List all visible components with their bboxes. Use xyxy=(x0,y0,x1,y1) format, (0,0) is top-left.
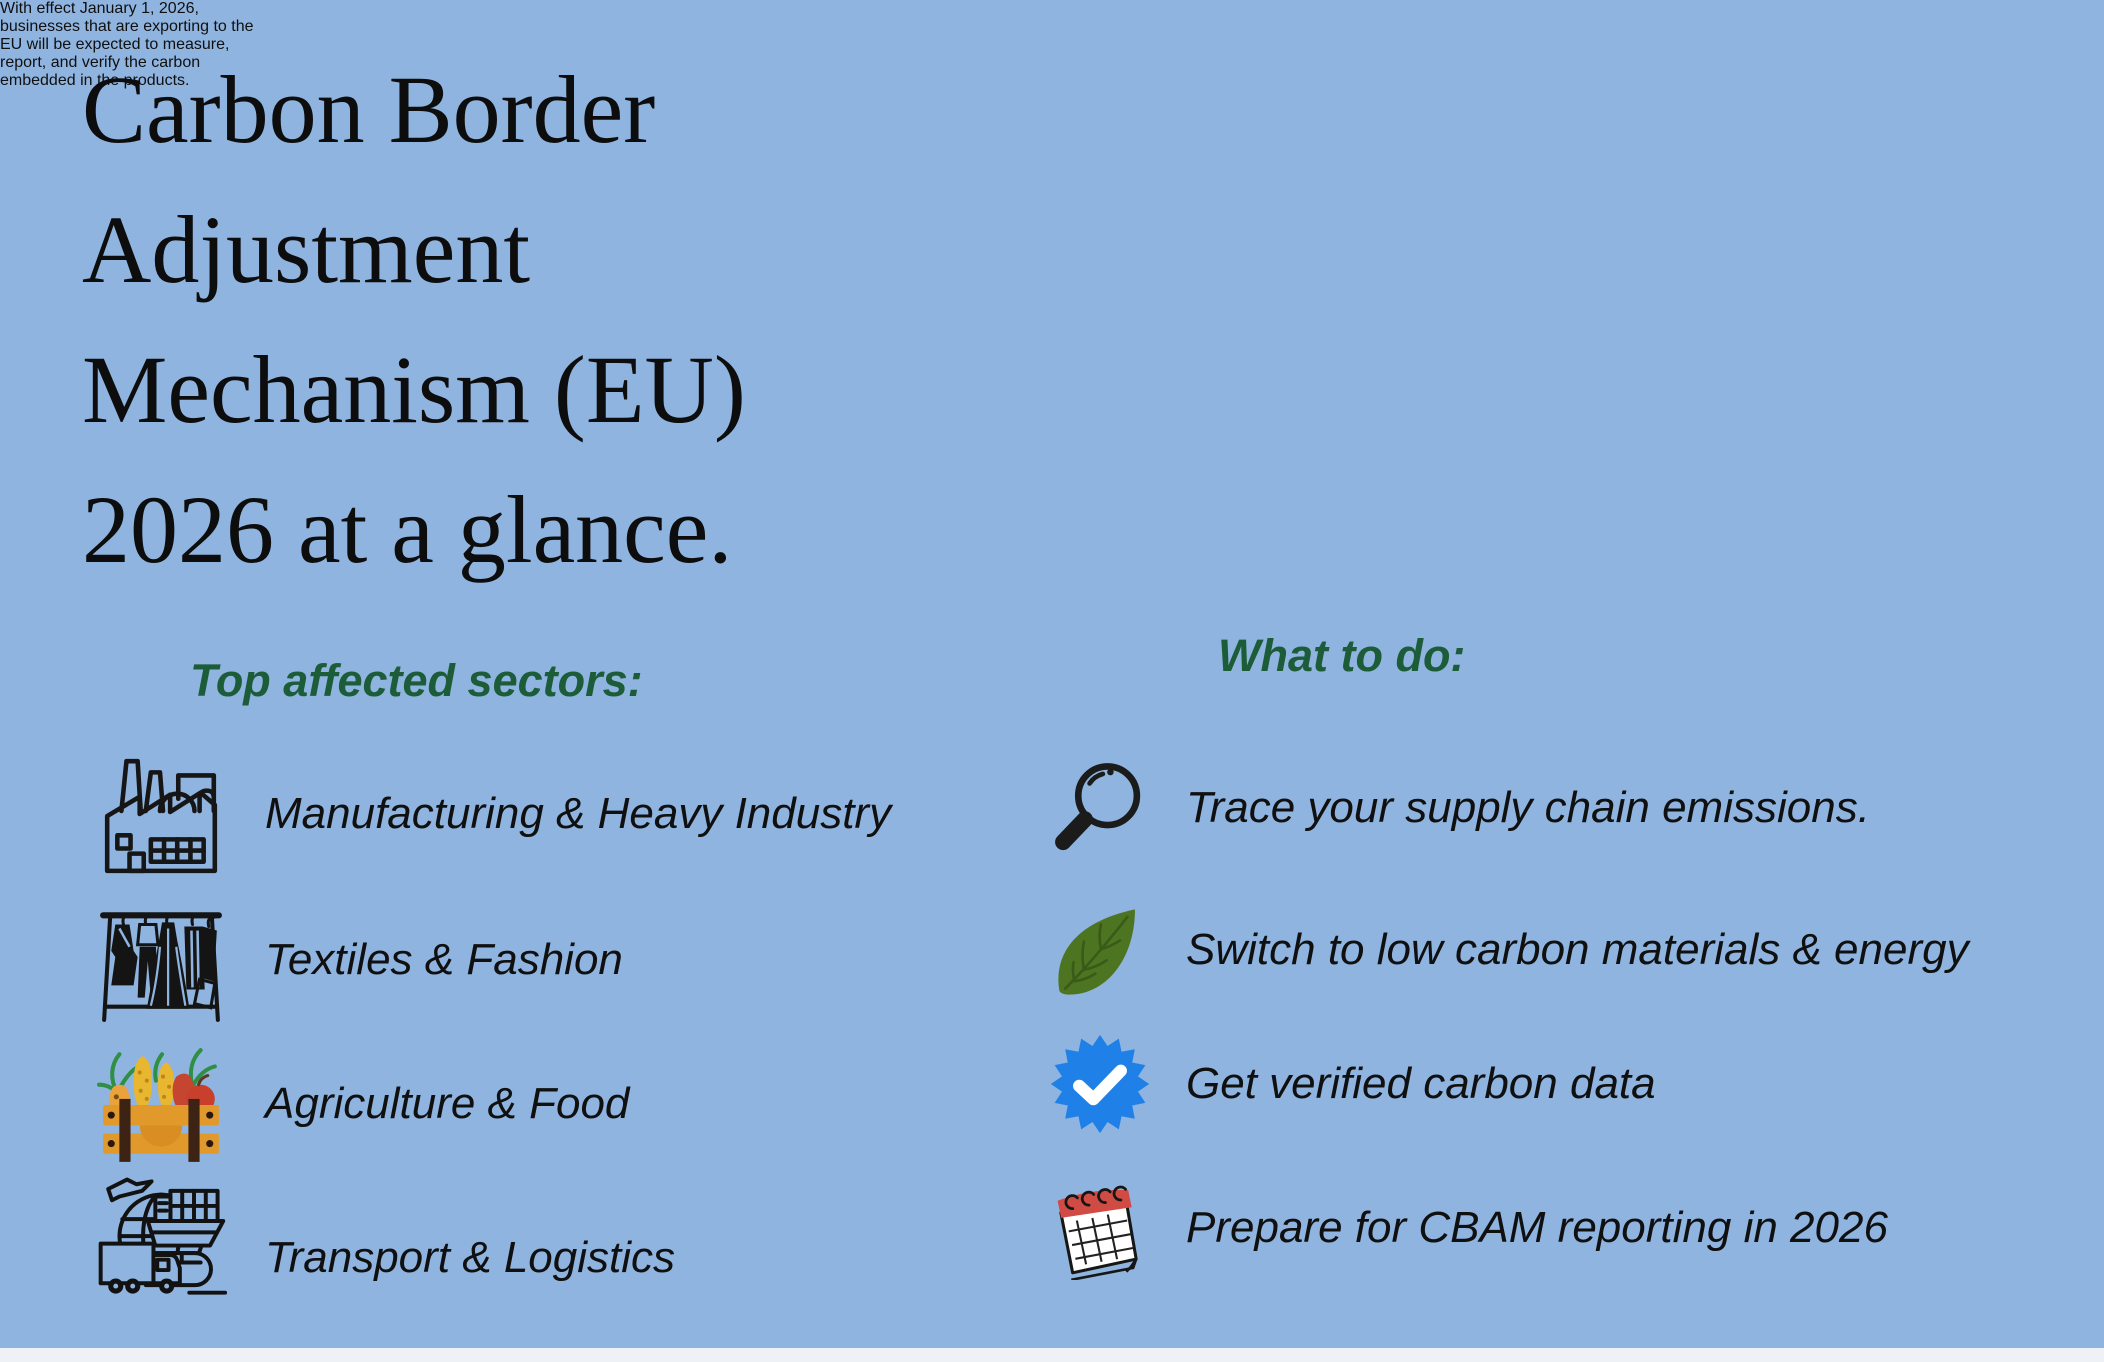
sector-row-agriculture: Agriculture & Food xyxy=(95,1038,629,1170)
intro-line: embedded in the products. xyxy=(0,72,190,89)
action-label: Switch to low carbon materials & energy xyxy=(1186,925,1969,974)
sector-row-manufacturing: Manufacturing & Heavy Industry xyxy=(95,748,891,880)
sectors-heading: Top affected sectors: xyxy=(190,655,643,706)
title-line: 2026 at a glance. xyxy=(82,476,733,583)
actions-heading: What to do: xyxy=(1218,630,1466,681)
produce-crate-icon xyxy=(95,1038,227,1170)
sector-label: Textiles & Fashion xyxy=(265,935,623,984)
action-row-trace: Trace your supply chain emissions. xyxy=(1048,748,1870,868)
magnifier-icon xyxy=(1048,756,1152,860)
action-label: Trace your supply chain emissions. xyxy=(1186,783,1870,832)
action-label: Get verified carbon data xyxy=(1186,1059,1656,1108)
intro-line: EU will be expected to measure, xyxy=(0,36,230,53)
verified-badge-icon xyxy=(1048,1032,1152,1136)
action-row-prepare: Prepare for CBAM reporting in 2026 xyxy=(1048,1168,1888,1288)
clothes-rack-icon xyxy=(95,894,227,1026)
title-line: Mechanism (EU) xyxy=(82,336,746,443)
page-title: Carbon Border Adjustment Mechanism (EU) … xyxy=(82,40,746,600)
intro-line: report, and verify the carbon xyxy=(0,54,201,71)
sector-row-textiles: Textiles & Fashion xyxy=(95,894,623,1026)
calendar-icon xyxy=(1048,1176,1152,1280)
factory-icon xyxy=(95,748,227,880)
title-line: Carbon Border xyxy=(82,56,656,163)
transport-icon xyxy=(95,1172,227,1304)
action-label: Prepare for CBAM reporting in 2026 xyxy=(1186,1203,1888,1252)
intro-line: With effect January 1, 2026, xyxy=(0,0,199,17)
sector-label: Transport & Logistics xyxy=(265,1233,676,1282)
action-row-switch: Switch to low carbon materials & energy xyxy=(1048,890,1969,1010)
title-line: Adjustment xyxy=(82,196,530,303)
leaf-icon xyxy=(1048,898,1152,1002)
sector-label: Manufacturing & Heavy Industry xyxy=(265,789,892,838)
sector-label: Agriculture & Food xyxy=(265,1079,630,1128)
bottom-page-edge xyxy=(0,1348,2104,1362)
action-row-verify: Get verified carbon data xyxy=(1048,1024,1656,1144)
sector-row-transport: Transport & Logistics xyxy=(95,1172,675,1304)
intro-line: businesses that are exporting to the xyxy=(0,18,254,35)
